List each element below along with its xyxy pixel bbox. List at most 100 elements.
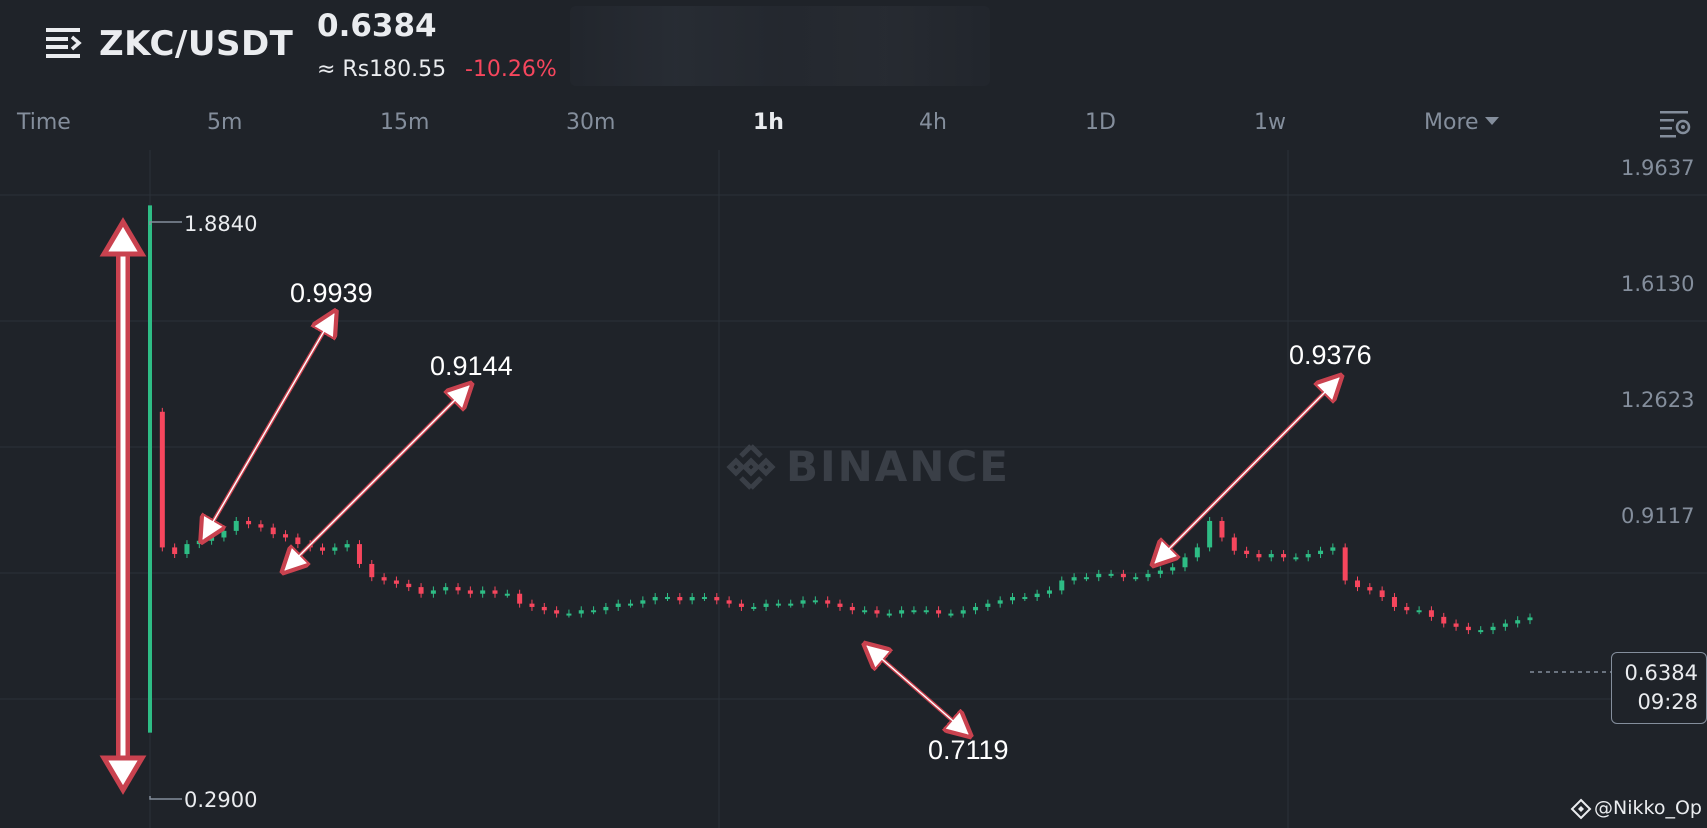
- candle: [689, 597, 695, 601]
- candle: [726, 600, 732, 604]
- candle: [554, 610, 560, 614]
- candle: [1404, 606, 1410, 611]
- candle: [467, 590, 473, 594]
- candle: [1120, 573, 1126, 578]
- y-axis-label: 0.9117: [1621, 504, 1695, 528]
- chart-settings-icon[interactable]: [1658, 108, 1692, 138]
- candle: [701, 597, 707, 600]
- interval-tabs: Time 5m 15m 30m 1h 4h 1D 1w More: [0, 104, 1707, 148]
- trading-pair[interactable]: ZKC/USDT: [99, 24, 294, 64]
- candle: [862, 610, 868, 613]
- candle: [849, 606, 855, 611]
- tab-more[interactable]: More: [1424, 110, 1499, 135]
- candle: [788, 603, 794, 606]
- candle: [1133, 577, 1139, 580]
- candle: [270, 527, 276, 535]
- y-axis-label: 1.9637: [1621, 156, 1695, 180]
- candle: [1244, 550, 1250, 555]
- candle: [1527, 617, 1533, 621]
- low-label: 0.2900: [184, 788, 258, 812]
- candle: [1515, 620, 1521, 624]
- candle: [837, 603, 843, 607]
- tab-1d[interactable]: 1D: [1085, 110, 1116, 135]
- candle: [1096, 573, 1102, 578]
- candle: [652, 597, 658, 601]
- watermark: BINANCE: [786, 442, 1010, 491]
- candle: [356, 544, 362, 564]
- candle: [665, 597, 670, 600]
- tab-time[interactable]: Time: [17, 110, 71, 135]
- candle: [1293, 557, 1299, 560]
- candle: [1355, 580, 1360, 588]
- tab-15m[interactable]: 15m: [380, 110, 430, 135]
- candle: [948, 613, 954, 616]
- candle: [480, 590, 486, 594]
- candle: [1170, 567, 1176, 571]
- candle: [159, 411, 165, 548]
- candle: [1330, 547, 1336, 551]
- candle: [800, 600, 806, 604]
- candle: [812, 600, 818, 603]
- candle: [529, 603, 535, 607]
- price-change: -10.26%: [465, 57, 557, 82]
- candle: [985, 603, 991, 607]
- candle: [381, 577, 387, 581]
- chart-canvas: [0, 150, 1707, 828]
- candle: [1071, 577, 1077, 581]
- candle: [455, 587, 461, 591]
- annotation-label: 0.9376: [1289, 340, 1372, 370]
- candle: [418, 587, 424, 594]
- candle: [504, 593, 510, 596]
- candlestick-chart[interactable]: 1.9637 1.6130 1.2623 0.9117 BINANCE 1.88…: [0, 150, 1707, 828]
- candle: [603, 606, 609, 611]
- tab-5m[interactable]: 5m: [207, 110, 243, 135]
- candle: [886, 613, 892, 616]
- tab-4h[interactable]: 4h: [919, 110, 947, 135]
- candle: [566, 613, 572, 616]
- y-axis-label: 1.6130: [1621, 272, 1695, 296]
- candle: [233, 520, 239, 531]
- candle: [541, 606, 547, 611]
- candle: [184, 544, 190, 555]
- last-price-tag: 0.6384 09:28: [1611, 652, 1707, 724]
- candle: [196, 540, 202, 545]
- binance-logo-icon: [726, 444, 776, 490]
- tab-30m[interactable]: 30m: [566, 110, 616, 135]
- candle: [430, 590, 436, 594]
- candle-countdown: 09:28: [1637, 690, 1698, 714]
- candle: [923, 610, 929, 613]
- candle: [258, 524, 264, 528]
- candle: [1207, 520, 1213, 548]
- candle: [1379, 590, 1385, 598]
- blurred-region: [570, 6, 990, 86]
- candle: [295, 537, 301, 545]
- candle: [1502, 623, 1508, 627]
- candle: [172, 547, 178, 555]
- candle: [973, 606, 979, 611]
- candle: [936, 610, 942, 614]
- candle: [874, 610, 880, 614]
- candle: [1465, 626, 1471, 631]
- tab-1h[interactable]: 1h: [753, 110, 784, 135]
- candle: [997, 600, 1003, 604]
- candle: [1305, 554, 1311, 558]
- candle: [1034, 593, 1040, 598]
- candle: [517, 593, 523, 604]
- header: ZKC/USDT 0.6384 ≈ Rs180.55 -10.26%: [0, 0, 1707, 100]
- y-axis-label: 1.2623: [1621, 388, 1695, 412]
- candle: [1281, 554, 1287, 558]
- candle: [1059, 580, 1065, 591]
- menu-icon[interactable]: [46, 26, 82, 60]
- tab-1w[interactable]: 1w: [1254, 110, 1286, 135]
- binance-small-icon: [1570, 798, 1592, 820]
- candle: [443, 587, 449, 591]
- candle: [246, 520, 252, 525]
- candle: [738, 603, 744, 607]
- candle: [591, 610, 597, 613]
- annotation-label: 0.9144: [430, 351, 513, 381]
- author-credit: @Nikko_Op: [1594, 797, 1702, 819]
- candle: [1046, 590, 1052, 594]
- candle: [393, 580, 399, 584]
- candle: [1318, 550, 1324, 555]
- candle: [221, 530, 227, 538]
